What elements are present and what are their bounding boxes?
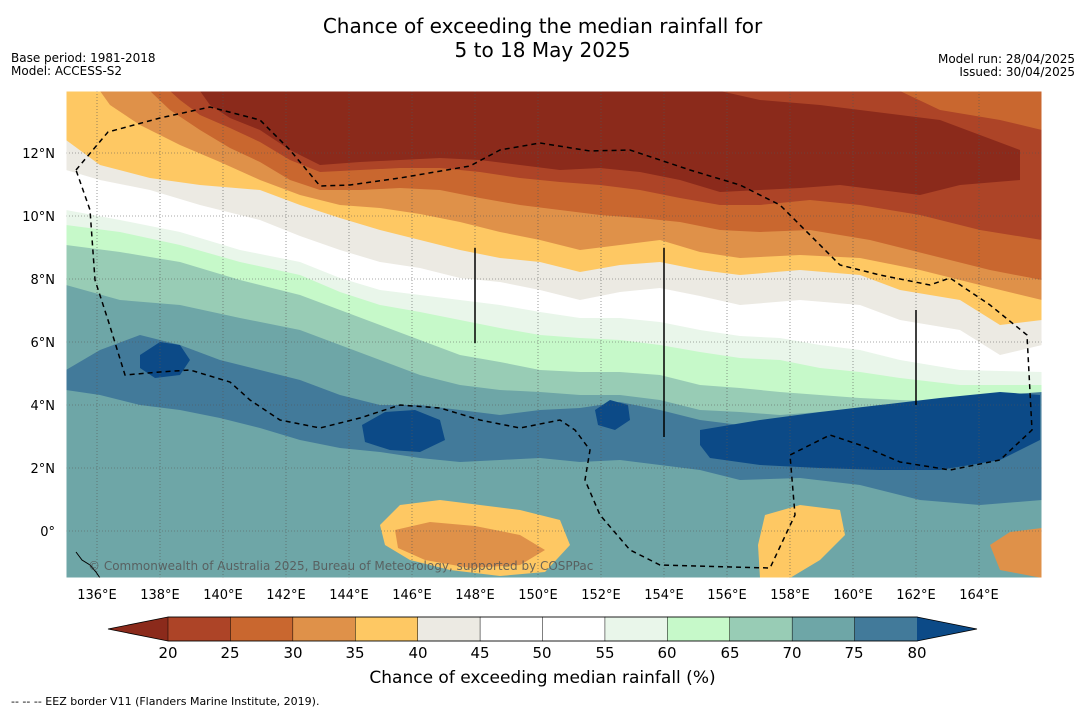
lon-label: 154°E bbox=[644, 588, 684, 603]
copyright-text: © Commonwealth of Australia 2025, Bureau… bbox=[88, 559, 593, 573]
band-above-80-east bbox=[700, 392, 1040, 470]
lon-label: 142°E bbox=[266, 588, 306, 603]
lon-label: 136°E bbox=[77, 588, 117, 603]
colorbar-tick-labels: 20 25 30 35 40 45 50 55 60 65 70 75 80 bbox=[158, 644, 926, 662]
lat-label: 6°N bbox=[31, 336, 56, 351]
colorbar-segment bbox=[729, 616, 793, 642]
colorbar-segment bbox=[791, 616, 856, 642]
lon-label: 140°E bbox=[203, 588, 243, 603]
lon-label: 138°E bbox=[140, 588, 180, 603]
cb-tick: 20 bbox=[158, 644, 177, 662]
graticule bbox=[66, 91, 1042, 578]
colorbar-segment bbox=[854, 616, 918, 642]
dry-patch-far-south-east bbox=[990, 528, 1042, 578]
map-title: Chance of exceeding the median rainfall … bbox=[0, 14, 1085, 62]
cb-tick: 55 bbox=[595, 644, 614, 662]
dry-patch-south-east bbox=[758, 505, 845, 578]
lon-label: 148°E bbox=[455, 588, 495, 603]
colorbar-segment bbox=[667, 616, 731, 642]
cb-tick: 60 bbox=[657, 644, 676, 662]
colorbar-title: Chance of exceeding median rainfall (%) bbox=[369, 668, 716, 688]
band-above-80-small bbox=[595, 400, 630, 430]
lat-label: 0° bbox=[40, 525, 55, 540]
lon-label: 144°E bbox=[329, 588, 369, 603]
band-above-80-central bbox=[362, 410, 445, 452]
cb-tick: 35 bbox=[345, 644, 364, 662]
model-run-text: Model run: 28/04/2025 bbox=[937, 52, 1075, 66]
cb-tick: 40 bbox=[408, 644, 427, 662]
lon-label: 150°E bbox=[518, 588, 558, 603]
lon-label: 146°E bbox=[392, 588, 432, 603]
colorbar-segment bbox=[355, 616, 419, 642]
title-line-1: Chance of exceeding the median rainfall … bbox=[322, 14, 763, 38]
issued-text: Issued: 30/04/2025 bbox=[959, 65, 1075, 79]
lat-label: 10°N bbox=[22, 210, 55, 225]
eez-border bbox=[75, 106, 1033, 569]
colorbar-segment bbox=[417, 616, 481, 642]
cb-tick: 30 bbox=[283, 644, 302, 662]
model-text: Model: ACCESS-S2 bbox=[11, 64, 123, 78]
band-below-20 bbox=[200, 91, 1020, 195]
title-line-2: 5 to 18 May 2025 bbox=[454, 38, 631, 62]
lon-label: 158°E bbox=[770, 588, 810, 603]
lat-label: 2°N bbox=[31, 462, 56, 477]
lat-label: 12°N bbox=[22, 147, 55, 162]
base-period-text: Base period: 1981-2018 bbox=[11, 51, 156, 65]
lon-label: 152°E bbox=[581, 588, 621, 603]
cb-tick: 50 bbox=[532, 644, 551, 662]
colorbar-segment bbox=[604, 616, 669, 642]
colorbar-segment bbox=[167, 616, 232, 642]
colorbar bbox=[107, 616, 978, 642]
dry-patch-south-center-core bbox=[395, 522, 545, 568]
colorbar-outline bbox=[107, 616, 978, 642]
colorbar-segments bbox=[167, 616, 918, 642]
issue-info: Model run: 28/04/2025 Issued: 30/04/2025 bbox=[938, 53, 1075, 79]
cb-tick: 45 bbox=[470, 644, 489, 662]
colorbar-segment bbox=[479, 616, 544, 642]
longitude-labels: 136°E 138°E 140°E 142°E 144°E 146°E 148°… bbox=[77, 588, 999, 603]
map-field bbox=[66, 91, 1042, 578]
latitude-labels: 12°N 10°N 8°N 6°N 4°N 2°N 0° bbox=[22, 147, 55, 540]
region-dividers bbox=[474, 248, 917, 437]
band-above-80-west bbox=[140, 342, 190, 378]
cb-tick: 25 bbox=[220, 644, 239, 662]
colorbar-segment bbox=[542, 616, 606, 642]
lon-label: 162°E bbox=[896, 588, 936, 603]
lon-label: 156°E bbox=[707, 588, 747, 603]
colorbar-segment bbox=[292, 616, 356, 642]
base-period-info: Base period: 1981-2018 Model: ACCESS-S2 bbox=[11, 52, 156, 78]
colorbar-low-extension bbox=[108, 617, 168, 641]
lat-label: 4°N bbox=[31, 399, 56, 414]
lat-label: 8°N bbox=[31, 273, 56, 288]
eez-footnote: -- -- -- EEZ border V11 (Flanders Marine… bbox=[11, 695, 320, 708]
cb-tick: 80 bbox=[907, 644, 926, 662]
lon-label: 164°E bbox=[959, 588, 999, 603]
cb-tick: 70 bbox=[782, 644, 801, 662]
colorbar-segment bbox=[230, 616, 294, 642]
map-frame bbox=[65, 90, 1043, 579]
cb-tick: 75 bbox=[844, 644, 863, 662]
coastline-fragment bbox=[75, 551, 101, 579]
lon-label: 160°E bbox=[833, 588, 873, 603]
colorbar-high-extension bbox=[917, 617, 977, 641]
cb-tick: 65 bbox=[720, 644, 739, 662]
